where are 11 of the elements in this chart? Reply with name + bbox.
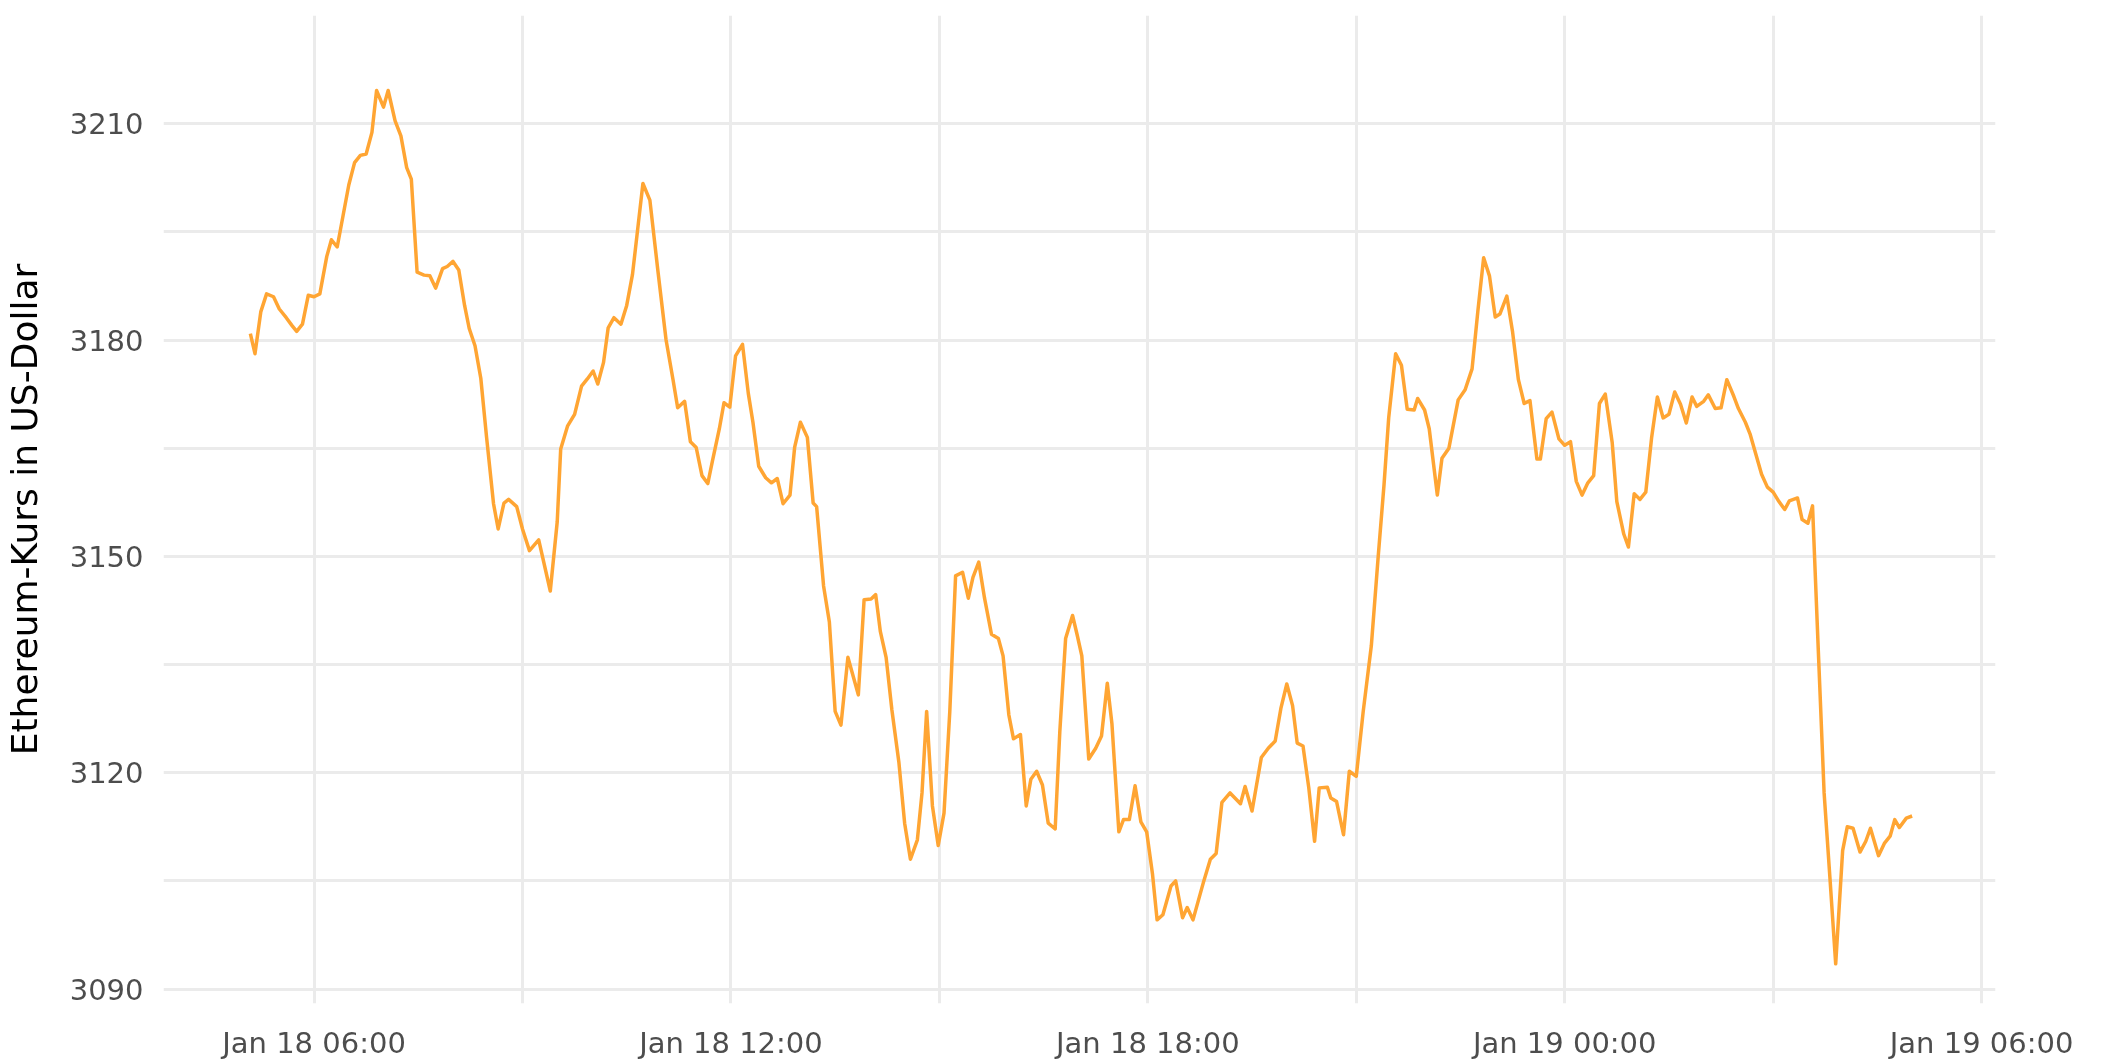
y-tick-label: 3150 <box>69 539 144 574</box>
x-tick-label: Jan 18 18:00 <box>1054 1025 1240 1060</box>
y-tick-label: 3120 <box>69 756 144 791</box>
y-tick-label: 3210 <box>69 107 144 142</box>
x-tick-label: Jan 19 00:00 <box>1470 1025 1657 1060</box>
x-tick-label: Jan 19 06:00 <box>1887 1025 2074 1060</box>
x-tick-label: Jan 18 06:00 <box>220 1025 406 1060</box>
y-tick-label: 3090 <box>69 972 144 1007</box>
y-tick-label: 3180 <box>69 323 144 358</box>
y-axis-title: Ethereum-Kurs in US-Dollar <box>3 263 45 756</box>
x-tick-label: Jan 18 12:00 <box>637 1025 823 1060</box>
